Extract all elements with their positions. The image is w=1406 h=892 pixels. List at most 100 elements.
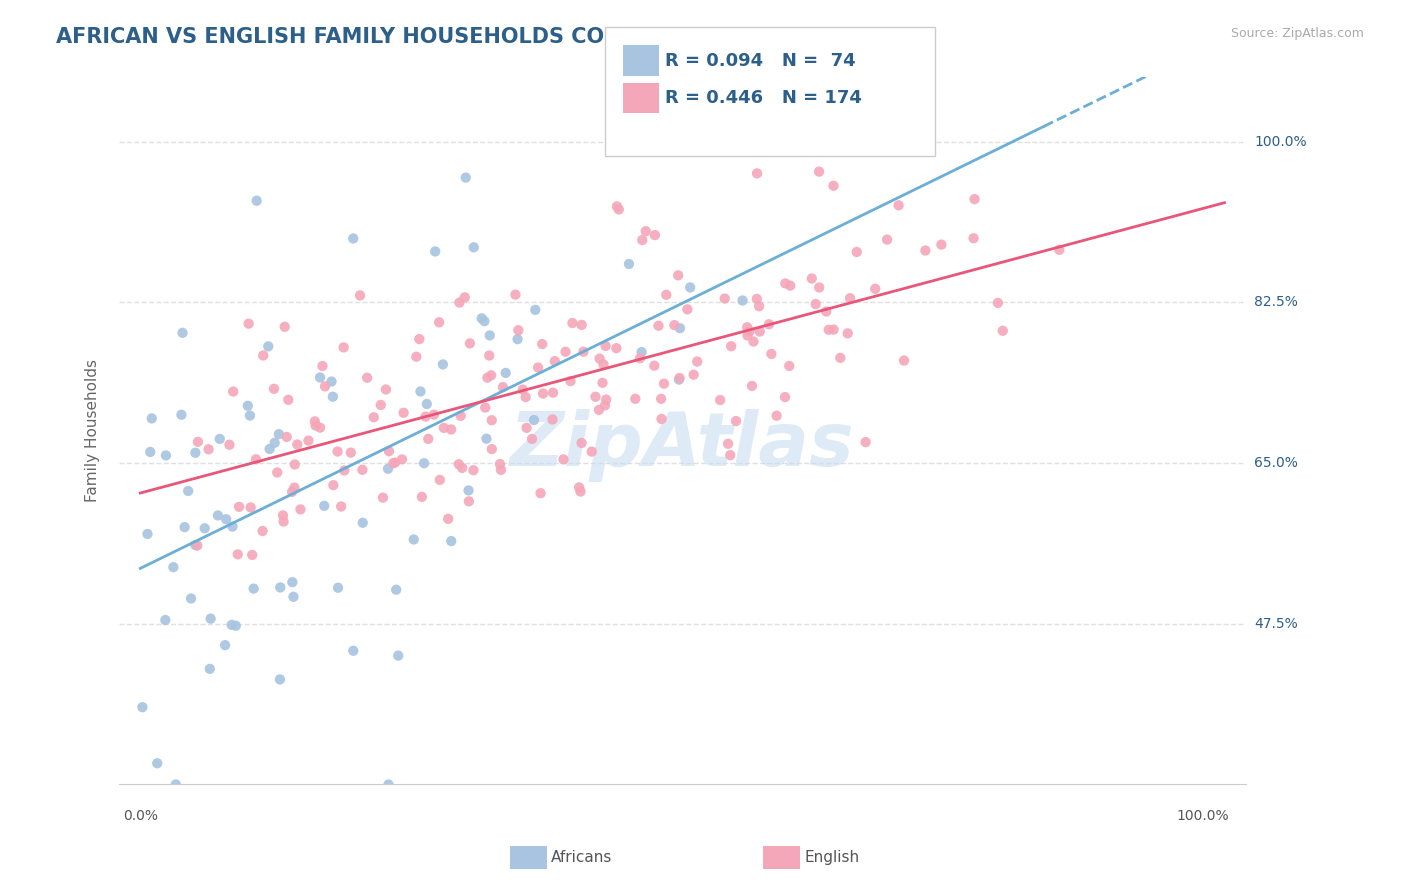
Point: [463, 463, 485, 477]
Point: [655, 288, 678, 302]
Point: [748, 299, 770, 313]
Point: [481, 413, 503, 427]
Point: [200, 612, 222, 626]
Point: [187, 434, 209, 449]
Point: [478, 349, 501, 363]
Point: [321, 375, 343, 389]
Point: [592, 376, 614, 390]
Point: [226, 547, 249, 561]
Point: [274, 319, 297, 334]
Point: [481, 442, 503, 456]
Point: [239, 409, 262, 423]
Point: [804, 297, 827, 311]
Point: [738, 324, 761, 338]
Point: [411, 490, 433, 504]
Point: [207, 508, 229, 523]
Point: [779, 278, 801, 293]
Point: [581, 444, 603, 458]
Text: English: English: [804, 850, 859, 864]
Point: [326, 581, 349, 595]
Point: [475, 432, 498, 446]
Point: [432, 358, 454, 372]
Point: [758, 318, 780, 332]
Point: [437, 512, 460, 526]
Point: [963, 192, 986, 206]
Point: [527, 360, 550, 375]
Point: [773, 390, 796, 404]
Point: [457, 483, 479, 498]
Point: [650, 392, 672, 406]
Point: [544, 354, 567, 368]
Point: [387, 648, 409, 663]
Point: [855, 435, 877, 450]
Point: [724, 414, 747, 428]
Point: [371, 491, 394, 505]
Point: [418, 432, 440, 446]
Text: 100.0%: 100.0%: [1254, 135, 1306, 149]
Point: [377, 462, 399, 476]
Point: [471, 311, 494, 326]
Point: [463, 240, 485, 254]
Point: [458, 336, 481, 351]
Point: [893, 353, 915, 368]
Point: [352, 463, 374, 477]
Point: [531, 337, 554, 351]
Point: [668, 373, 690, 387]
Point: [165, 777, 187, 791]
Point: [569, 484, 592, 499]
Point: [845, 244, 868, 259]
Point: [349, 288, 371, 302]
Point: [245, 452, 267, 467]
Point: [887, 198, 910, 212]
Point: [554, 344, 576, 359]
Point: [333, 463, 356, 477]
Point: [285, 437, 308, 451]
Point: [378, 444, 401, 458]
Point: [450, 409, 472, 423]
Point: [489, 463, 512, 477]
Point: [839, 291, 862, 305]
Point: [405, 350, 427, 364]
Point: [402, 533, 425, 547]
Point: [561, 316, 583, 330]
Point: [277, 392, 299, 407]
Point: [808, 280, 831, 294]
Point: [423, 408, 446, 422]
Point: [242, 582, 264, 596]
Point: [273, 515, 295, 529]
Point: [382, 456, 405, 470]
Point: [718, 448, 741, 462]
Point: [512, 383, 534, 397]
Point: [765, 409, 787, 423]
Point: [342, 644, 364, 658]
Point: [392, 406, 415, 420]
Point: [630, 345, 652, 359]
Point: [330, 500, 353, 514]
Point: [173, 520, 195, 534]
Point: [731, 293, 754, 308]
Point: [865, 282, 887, 296]
Point: [624, 392, 647, 406]
Point: [571, 436, 593, 450]
Point: [433, 421, 456, 435]
Point: [761, 347, 783, 361]
Point: [427, 315, 450, 329]
Point: [454, 170, 477, 185]
Point: [634, 224, 657, 238]
Point: [817, 323, 839, 337]
Text: 47.5%: 47.5%: [1254, 616, 1298, 631]
Point: [876, 233, 898, 247]
Point: [531, 386, 554, 401]
Point: [489, 457, 512, 471]
Point: [664, 318, 686, 332]
Point: [267, 427, 290, 442]
Point: [340, 445, 363, 459]
Point: [748, 325, 770, 339]
Point: [172, 326, 194, 340]
Point: [479, 368, 502, 383]
Point: [314, 379, 336, 393]
Y-axis label: Family Households: Family Households: [86, 359, 100, 502]
Point: [257, 339, 280, 353]
Point: [304, 414, 326, 428]
Point: [643, 359, 665, 373]
